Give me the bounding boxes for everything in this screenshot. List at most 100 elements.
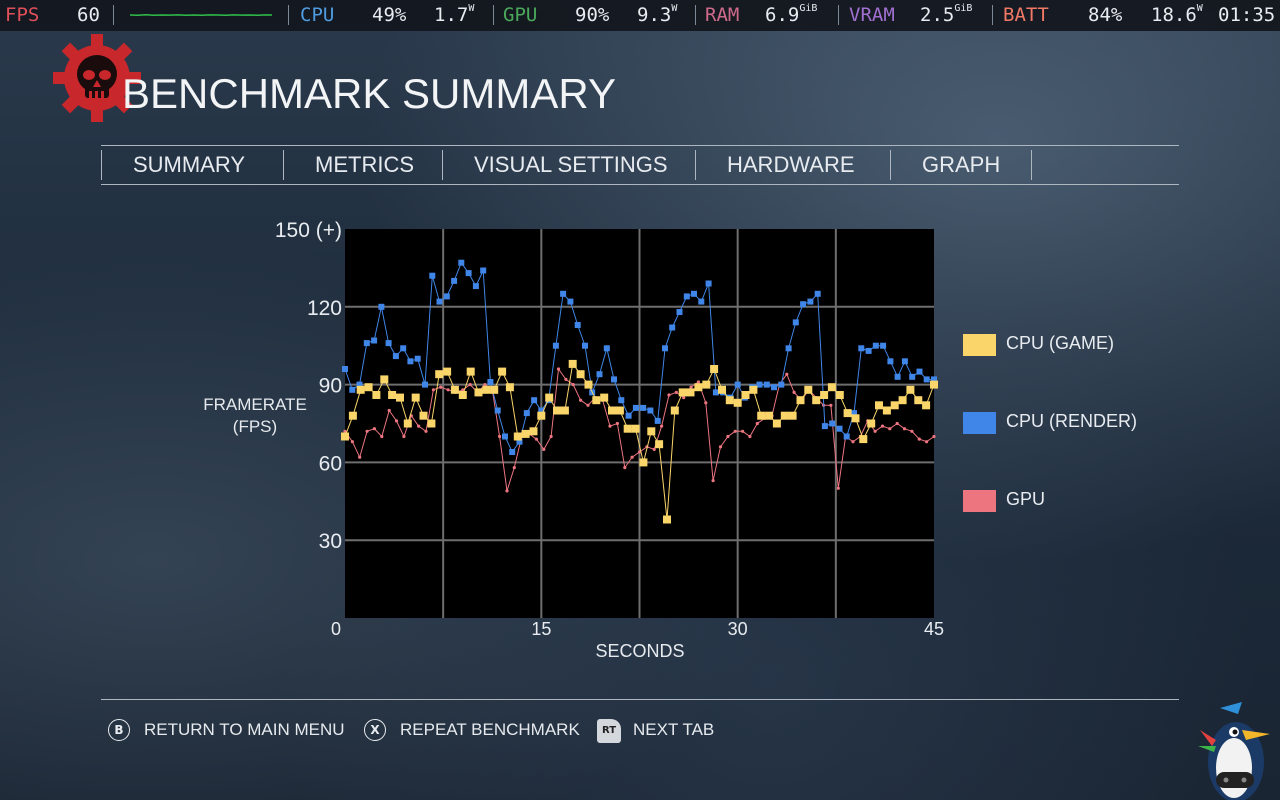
x-tick-label: 15: [531, 619, 551, 639]
data-point: [582, 342, 588, 349]
tab-graph[interactable]: GRAPH: [922, 152, 1001, 177]
data-point: [458, 391, 467, 399]
tab-metrics[interactable]: METRICS: [315, 152, 414, 177]
tab-summary[interactable]: SUMMARY: [133, 152, 246, 177]
cpu-percent: 49%: [372, 4, 407, 26]
data-point: [552, 342, 559, 349]
data-point: [851, 440, 855, 444]
data-point: [910, 429, 914, 433]
tab-divider: [442, 150, 443, 180]
data-point: [372, 391, 381, 399]
data-point: [364, 383, 373, 392]
data-point: [836, 425, 843, 432]
data-point: [512, 466, 516, 470]
data-point: [465, 270, 472, 277]
data-point: [341, 432, 349, 441]
data-point: [694, 383, 703, 392]
data-point: [669, 324, 676, 331]
data-point: [704, 401, 708, 405]
data-point: [349, 386, 356, 393]
x-tick-label: 30: [728, 619, 748, 639]
data-point: [632, 404, 639, 411]
footer-divider: [101, 699, 1179, 700]
series-layer: [341, 259, 938, 524]
data-point: [814, 290, 821, 297]
data-point: [792, 390, 796, 394]
data-point: [812, 396, 821, 405]
data-point: [608, 406, 616, 415]
data-point: [902, 427, 907, 431]
data-point: [363, 340, 370, 347]
b-button-icon: B: [108, 719, 130, 741]
overlay-divider: [838, 5, 839, 25]
tab-divider: [283, 150, 284, 180]
tab-hardware[interactable]: HARDWARE: [727, 152, 855, 177]
data-point: [371, 337, 378, 344]
data-point: [365, 429, 369, 433]
data-point: [394, 419, 399, 423]
x-tick-label: 0: [331, 619, 341, 639]
data-point: [865, 347, 872, 354]
tab-divider: [890, 150, 891, 180]
data-point: [531, 397, 538, 404]
data-point: [450, 385, 459, 394]
data-point: [800, 301, 807, 308]
data-point: [623, 466, 627, 470]
batt-percent: 84%: [1088, 4, 1123, 26]
gpu-power: 9.3W: [637, 3, 678, 26]
data-point: [396, 393, 404, 402]
data-point: [880, 342, 887, 349]
x-tick-label: 45: [924, 619, 944, 639]
data-point: [698, 298, 705, 305]
ram-value: 6.9GiB: [765, 3, 818, 26]
gpu-label: GPU: [503, 4, 538, 26]
data-point: [647, 407, 654, 414]
data-point: [542, 447, 546, 451]
data-point: [757, 411, 766, 420]
data-point: [859, 435, 868, 444]
tab-visual-settings[interactable]: VISUAL SETTINGS: [474, 152, 668, 177]
legend-swatch: [963, 490, 996, 512]
data-point: [392, 353, 399, 360]
data-point: [710, 365, 719, 373]
data-point: [538, 407, 545, 414]
data-point: [930, 380, 938, 389]
data-point: [851, 410, 857, 417]
data-point: [516, 438, 523, 445]
frametime-line: [130, 14, 272, 17]
data-point: [689, 385, 693, 389]
data-point: [567, 298, 574, 305]
y-axis-label: FRAMERATE (FPS): [190, 394, 320, 438]
data-point: [678, 388, 687, 397]
data-point: [494, 407, 501, 414]
data-point: [647, 427, 656, 436]
overlay-divider: [493, 5, 494, 25]
legend-label: GPU: [1006, 489, 1046, 509]
data-point: [925, 440, 929, 444]
data-point: [755, 421, 759, 426]
data-point: [553, 406, 561, 415]
data-point: [686, 388, 695, 397]
data-point: [576, 370, 585, 379]
data-point: [909, 373, 916, 380]
series-line: [344, 261, 934, 453]
batt-label: BATT: [1003, 4, 1049, 26]
action-label: RETURN TO MAIN MENU: [144, 720, 345, 739]
data-point: [380, 434, 384, 439]
data-point: [568, 359, 577, 368]
data-point: [922, 401, 931, 410]
data-point: [358, 455, 362, 459]
data-point: [851, 414, 860, 423]
data-point: [829, 420, 836, 427]
data-point: [474, 388, 483, 397]
data-point: [608, 424, 612, 428]
data-point: [882, 406, 891, 415]
data-point: [483, 383, 487, 387]
data-point: [663, 515, 671, 524]
data-point: [772, 419, 781, 428]
fps-value: 60: [77, 4, 100, 26]
grid: [345, 229, 934, 618]
overlay-divider: [695, 5, 696, 25]
data-point: [676, 309, 683, 315]
data-point: [827, 383, 836, 392]
